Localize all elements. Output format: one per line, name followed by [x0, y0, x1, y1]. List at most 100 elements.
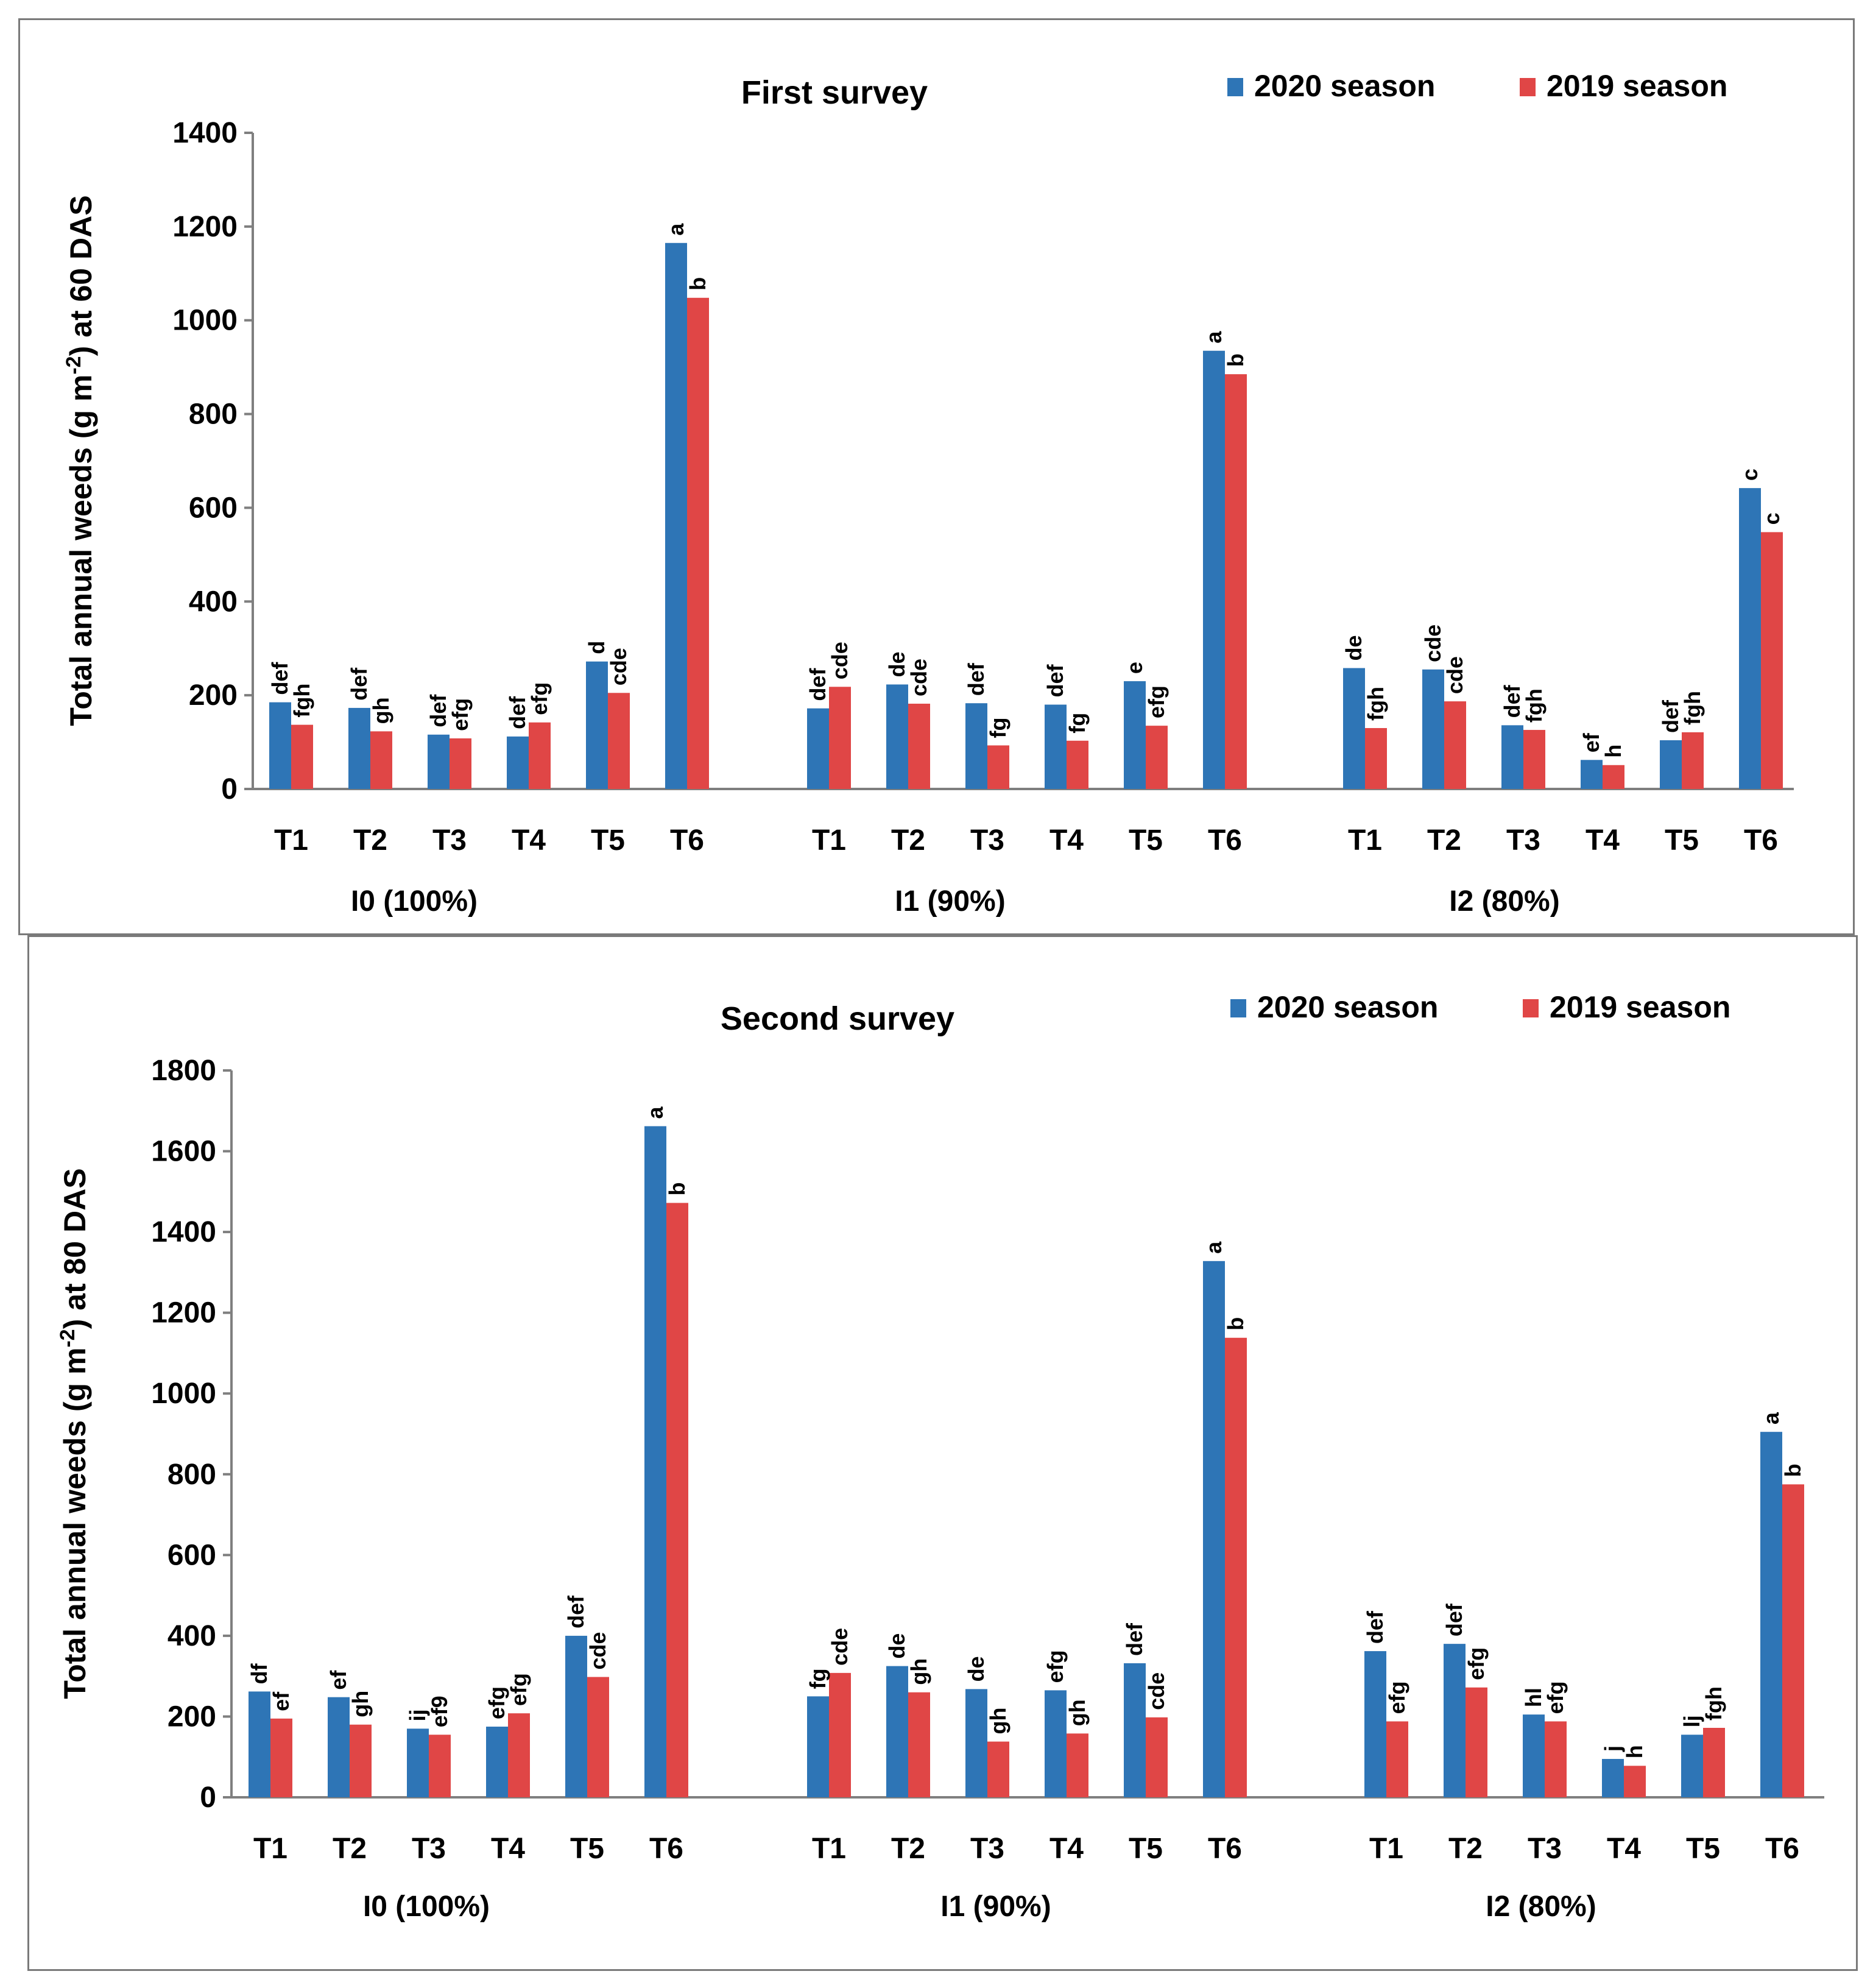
- legend-label-2019: 2019 season: [1550, 990, 1730, 1024]
- category-label: T5: [1129, 1833, 1163, 1865]
- sig-letter-2020: def: [505, 696, 530, 729]
- category-label: T1: [812, 824, 846, 857]
- y-tick-label: 800: [168, 1459, 216, 1491]
- group-label: I1 (90%): [940, 1891, 1051, 1923]
- bar-2020-season: [407, 1728, 429, 1797]
- bar-2020-season: [1681, 1735, 1703, 1797]
- y-axis-label-part: ) at 80 DAS: [58, 1168, 92, 1329]
- sig-letter-2019: gh: [986, 1708, 1011, 1735]
- category-label: T2: [1427, 824, 1461, 857]
- bar-2020-season: [807, 708, 829, 789]
- bar-2020-season: [1760, 1432, 1782, 1797]
- sig-letter-2020: def: [267, 662, 292, 695]
- bar-2020-season: [1581, 760, 1603, 789]
- sig-letter-2020: def: [1043, 664, 1068, 698]
- legend-label-2020: 2020 season: [1257, 990, 1438, 1024]
- sig-letter-2019: fgh: [1522, 688, 1547, 723]
- y-tick-label: 1200: [172, 211, 238, 243]
- y-axis-label-part: Total annual weeds (g m: [64, 375, 98, 726]
- bar-2020-season: [1045, 704, 1067, 789]
- sig-letter-2020: a: [1201, 331, 1226, 344]
- sig-letter-2020: def: [1122, 1622, 1147, 1656]
- bar-2019-season: [908, 1692, 930, 1797]
- y-tick-label: 1000: [172, 305, 238, 337]
- category-label: T4: [1607, 1833, 1641, 1865]
- group-label: I1 (90%): [895, 885, 1005, 918]
- sig-letter-2020: a: [1758, 1412, 1783, 1424]
- bar-2020-season: [1602, 1759, 1624, 1797]
- sig-letter-2020: e: [1122, 662, 1147, 674]
- sig-letter-2019: gh: [348, 1691, 373, 1717]
- bar-2020-season: [428, 734, 450, 789]
- bar-2019-season: [587, 1677, 609, 1797]
- sig-letter-2020: efg: [1043, 1650, 1068, 1683]
- legend-swatch-2020: [1227, 78, 1243, 96]
- bar-2019-season: [1703, 1728, 1725, 1797]
- category-label: T3: [412, 1833, 446, 1865]
- y-tick-label: 1400: [172, 117, 238, 149]
- bar-2019-season: [908, 703, 930, 789]
- sig-letter-2020: df: [247, 1663, 272, 1684]
- bar-2019-season: [450, 738, 471, 789]
- bar-2020-season: [1660, 740, 1682, 789]
- category-label: T6: [1744, 824, 1778, 857]
- bar-2020-season: [565, 1635, 587, 1797]
- bar-2019-season: [508, 1713, 530, 1797]
- category-label: T2: [333, 1833, 367, 1865]
- bar-2019-season: [1146, 1717, 1168, 1797]
- category-label: T5: [1686, 1833, 1720, 1865]
- category-label: T4: [1586, 824, 1620, 857]
- category-label: T6: [1765, 1833, 1799, 1865]
- bar-2019-season: [291, 724, 313, 789]
- bar-2020-season: [1045, 1690, 1067, 1797]
- bar-2020-season: [507, 736, 529, 789]
- category-label: T5: [1129, 824, 1163, 857]
- bar-2020-season: [1364, 1651, 1386, 1797]
- category-label: T2: [891, 1833, 925, 1865]
- sig-letter-2020: def: [426, 694, 451, 727]
- bar-2019-season: [1782, 1484, 1804, 1797]
- sig-letter-2019: efg: [1543, 1681, 1568, 1714]
- bar-2020-season: [1444, 1644, 1466, 1797]
- bar-2020-season: [665, 242, 687, 790]
- bar-2019-season: [829, 1672, 851, 1797]
- sig-letter-2019: efg: [1464, 1647, 1489, 1680]
- bar-2020-season: [965, 1689, 987, 1797]
- category-label: T6: [1208, 1833, 1242, 1865]
- sig-letter-2020: ef: [326, 1670, 351, 1690]
- sig-letter-2019: ef9: [427, 1696, 452, 1727]
- bar-2019-season: [987, 745, 1009, 789]
- sig-letter-2020: def: [563, 1595, 588, 1629]
- sig-letter-2020: j: [1600, 1746, 1625, 1752]
- bar-2020-season: [1124, 681, 1146, 789]
- sig-letter-2019: cde: [585, 1632, 610, 1669]
- first-survey-panel: [18, 18, 1855, 935]
- sig-letter-2020: fg: [805, 1668, 830, 1689]
- bar-2020-season: [586, 661, 608, 789]
- bar-2019-season: [1444, 701, 1466, 789]
- sig-letter-2020: def: [1442, 1603, 1467, 1636]
- sig-letter-2020: d: [584, 641, 609, 654]
- bar-2019-season: [1386, 1721, 1408, 1797]
- category-label: T3: [432, 824, 467, 857]
- bar-2019-season: [987, 1741, 1009, 1797]
- category-label: T6: [670, 824, 704, 857]
- sig-letter-2019: ef: [269, 1691, 294, 1711]
- group-label: I2 (80%): [1486, 1891, 1596, 1923]
- sig-letter-2019: cde: [606, 648, 631, 685]
- sig-letter-2020: efg: [484, 1686, 509, 1719]
- y-tick-label: 400: [189, 585, 238, 618]
- group-label: I2 (80%): [1449, 885, 1559, 918]
- sig-letter-2020: def: [347, 667, 372, 701]
- sig-letter-2020: ef: [1579, 732, 1604, 752]
- y-tick-label: 1200: [151, 1297, 216, 1329]
- bar-2020-season: [486, 1727, 508, 1797]
- bar-2019-season: [1225, 374, 1247, 789]
- y-axis-label: Total annual weeds (g m-2) at 60 DAS: [62, 195, 98, 726]
- bar-2019-season: [1225, 1337, 1247, 1797]
- sig-letter-2019: cde: [906, 659, 931, 696]
- bar-2019-season: [1545, 1721, 1567, 1797]
- category-label: T1: [1369, 1833, 1403, 1865]
- bar-2019-season: [1146, 726, 1168, 789]
